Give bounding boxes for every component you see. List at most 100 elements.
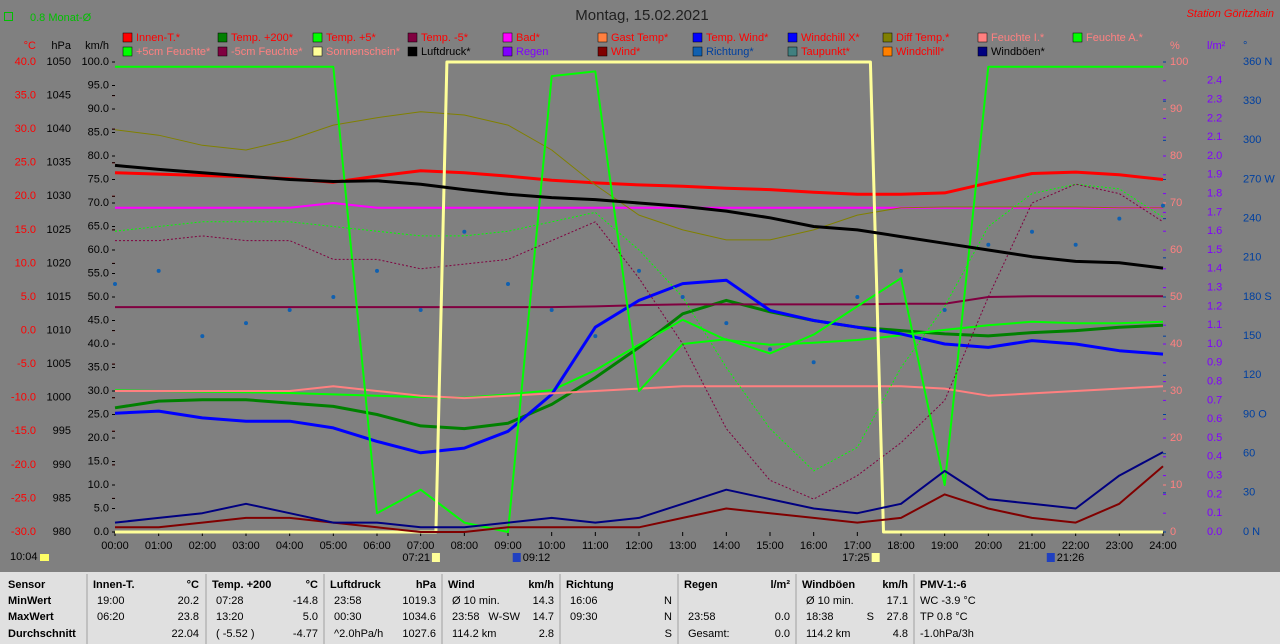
x-tick-label: 23:00 [1106, 540, 1134, 552]
x-tick-label: 03:00 [232, 540, 260, 552]
y-tick-label: 30.0 [88, 385, 109, 397]
table-cell: 27.8 [887, 611, 908, 623]
legend-swatch [407, 46, 418, 57]
x-tick-label: 21:00 [1018, 540, 1046, 552]
x-tick-label: 04:00 [276, 540, 304, 552]
chart-background [0, 0, 1280, 572]
y-tick-label: 10.0 [88, 479, 109, 491]
legend-swatch [1072, 32, 1083, 43]
direction-dot [811, 360, 816, 365]
legend-label: Temp. +200* [231, 32, 294, 44]
y-tick-label: 80 [1170, 150, 1182, 162]
direction-dot [287, 308, 292, 313]
y-tick-label: 300 [1243, 134, 1261, 146]
y-tick-label: 2.4 [1207, 75, 1222, 87]
x-tick-label: 01:00 [145, 540, 173, 552]
legend-swatch [787, 32, 798, 43]
y-tick-label: 90 [1170, 103, 1182, 115]
table-cell: 23:58 [688, 611, 716, 623]
table-row-label: Durchschnitt [8, 628, 76, 640]
y-tick-label: 40 [1170, 338, 1182, 350]
legend-label: Temp. -5* [421, 32, 469, 44]
y-tick-label: 100.0 [81, 56, 109, 68]
y-tick-label: -10.0 [11, 392, 36, 404]
x-tick-label: 20:00 [975, 540, 1003, 552]
x-tick-label: 10:00 [538, 540, 566, 552]
legend-swatch [502, 32, 513, 43]
x-tick-label: 24:00 [1149, 540, 1177, 552]
y-tick-label: 1.2 [1207, 300, 1222, 312]
y-tick-label: 1000 [47, 392, 71, 404]
y-tick-label: 1040 [47, 123, 71, 135]
y-tick-label: 985 [53, 492, 71, 504]
table-cell: 5.0 [303, 611, 318, 623]
table-cell: 1027.6 [402, 628, 436, 640]
y-tick-label: 20.0 [88, 432, 109, 444]
y-tick-label: 30.0 [15, 123, 36, 135]
series-line [115, 202, 1163, 209]
y-tick-label: 0 [1170, 526, 1176, 538]
table-header: Innen-T. [93, 579, 135, 591]
table-cell: Ø 10 min. [806, 595, 854, 607]
station-name: Station Göritzhain [1187, 8, 1274, 20]
x-tick-label: 14:00 [713, 540, 741, 552]
direction-dot [156, 268, 161, 273]
y-tick-label: -30.0 [11, 526, 36, 538]
y-tick-label: 1020 [47, 257, 71, 269]
direction-dot [1073, 242, 1078, 247]
table-cell: 4.8 [893, 628, 908, 640]
x-tick-label: 06:00 [363, 540, 391, 552]
table-cell: ( -5.52 ) [216, 628, 255, 640]
y-tick-label: 2.2 [1207, 112, 1222, 124]
legend-swatch [217, 46, 228, 57]
y-tick-label: 0.4 [1207, 451, 1222, 463]
marker-icon [512, 553, 521, 562]
y-tick-label: 120 [1243, 369, 1261, 381]
y-tick-label: 15.0 [15, 224, 36, 236]
table-cell: N [664, 611, 672, 623]
legend-swatch [217, 32, 228, 43]
legend-label: Innen-T.* [136, 32, 181, 44]
y-tick-label: 0.6 [1207, 413, 1222, 425]
legend-swatch [597, 46, 608, 57]
direction-dot [986, 242, 991, 247]
table-header: Wind [448, 579, 475, 591]
legend-label: -5cm Feuchte* [231, 46, 303, 58]
direction-dot [637, 268, 641, 273]
y-tick-label: 0.1 [1207, 507, 1222, 519]
x-tick-label: 05:00 [320, 540, 348, 552]
marker-label: 21:26 [1057, 552, 1085, 564]
y-tick-label: 35.0 [88, 361, 109, 373]
legend-label: Regen [516, 46, 548, 58]
table-header: Regen [684, 579, 718, 591]
legend-swatch [312, 46, 323, 57]
marker-label: 17:25 [842, 552, 870, 564]
x-tick-label: 17:00 [844, 540, 872, 552]
table-cell: 22.04 [171, 628, 199, 640]
y-tick-label: 10.0 [15, 257, 36, 269]
direction-dot [113, 281, 117, 286]
y-tick-label: 70 [1170, 197, 1182, 209]
legend-label: Windchill X* [801, 32, 860, 44]
table-cell: 18:38 [806, 611, 834, 623]
direction-dot [200, 334, 205, 339]
x-tick-label: 16:00 [800, 540, 828, 552]
legend-swatch [122, 46, 133, 57]
y-tick-label: 30 [1243, 487, 1255, 499]
direction-dot [855, 295, 860, 299]
table-header: Richtung [566, 579, 614, 591]
x-tick-label: 07:00 [407, 540, 435, 552]
legend-label: Windböen* [991, 46, 1046, 58]
y-tick-label: -25.0 [11, 492, 36, 504]
table-cell: S [665, 628, 672, 640]
y-tick-label: 240 [1243, 213, 1261, 225]
y-tick-label: 0.9 [1207, 357, 1222, 369]
y-tick-label: 990 [53, 459, 71, 471]
y-tick-label: 1.3 [1207, 282, 1222, 294]
day-info: 10:04 [10, 551, 38, 563]
direction-dot [1161, 203, 1165, 208]
table-cell: 0.0 [775, 628, 790, 640]
table-unit: l/m² [770, 579, 790, 591]
series-line [115, 295, 1163, 309]
